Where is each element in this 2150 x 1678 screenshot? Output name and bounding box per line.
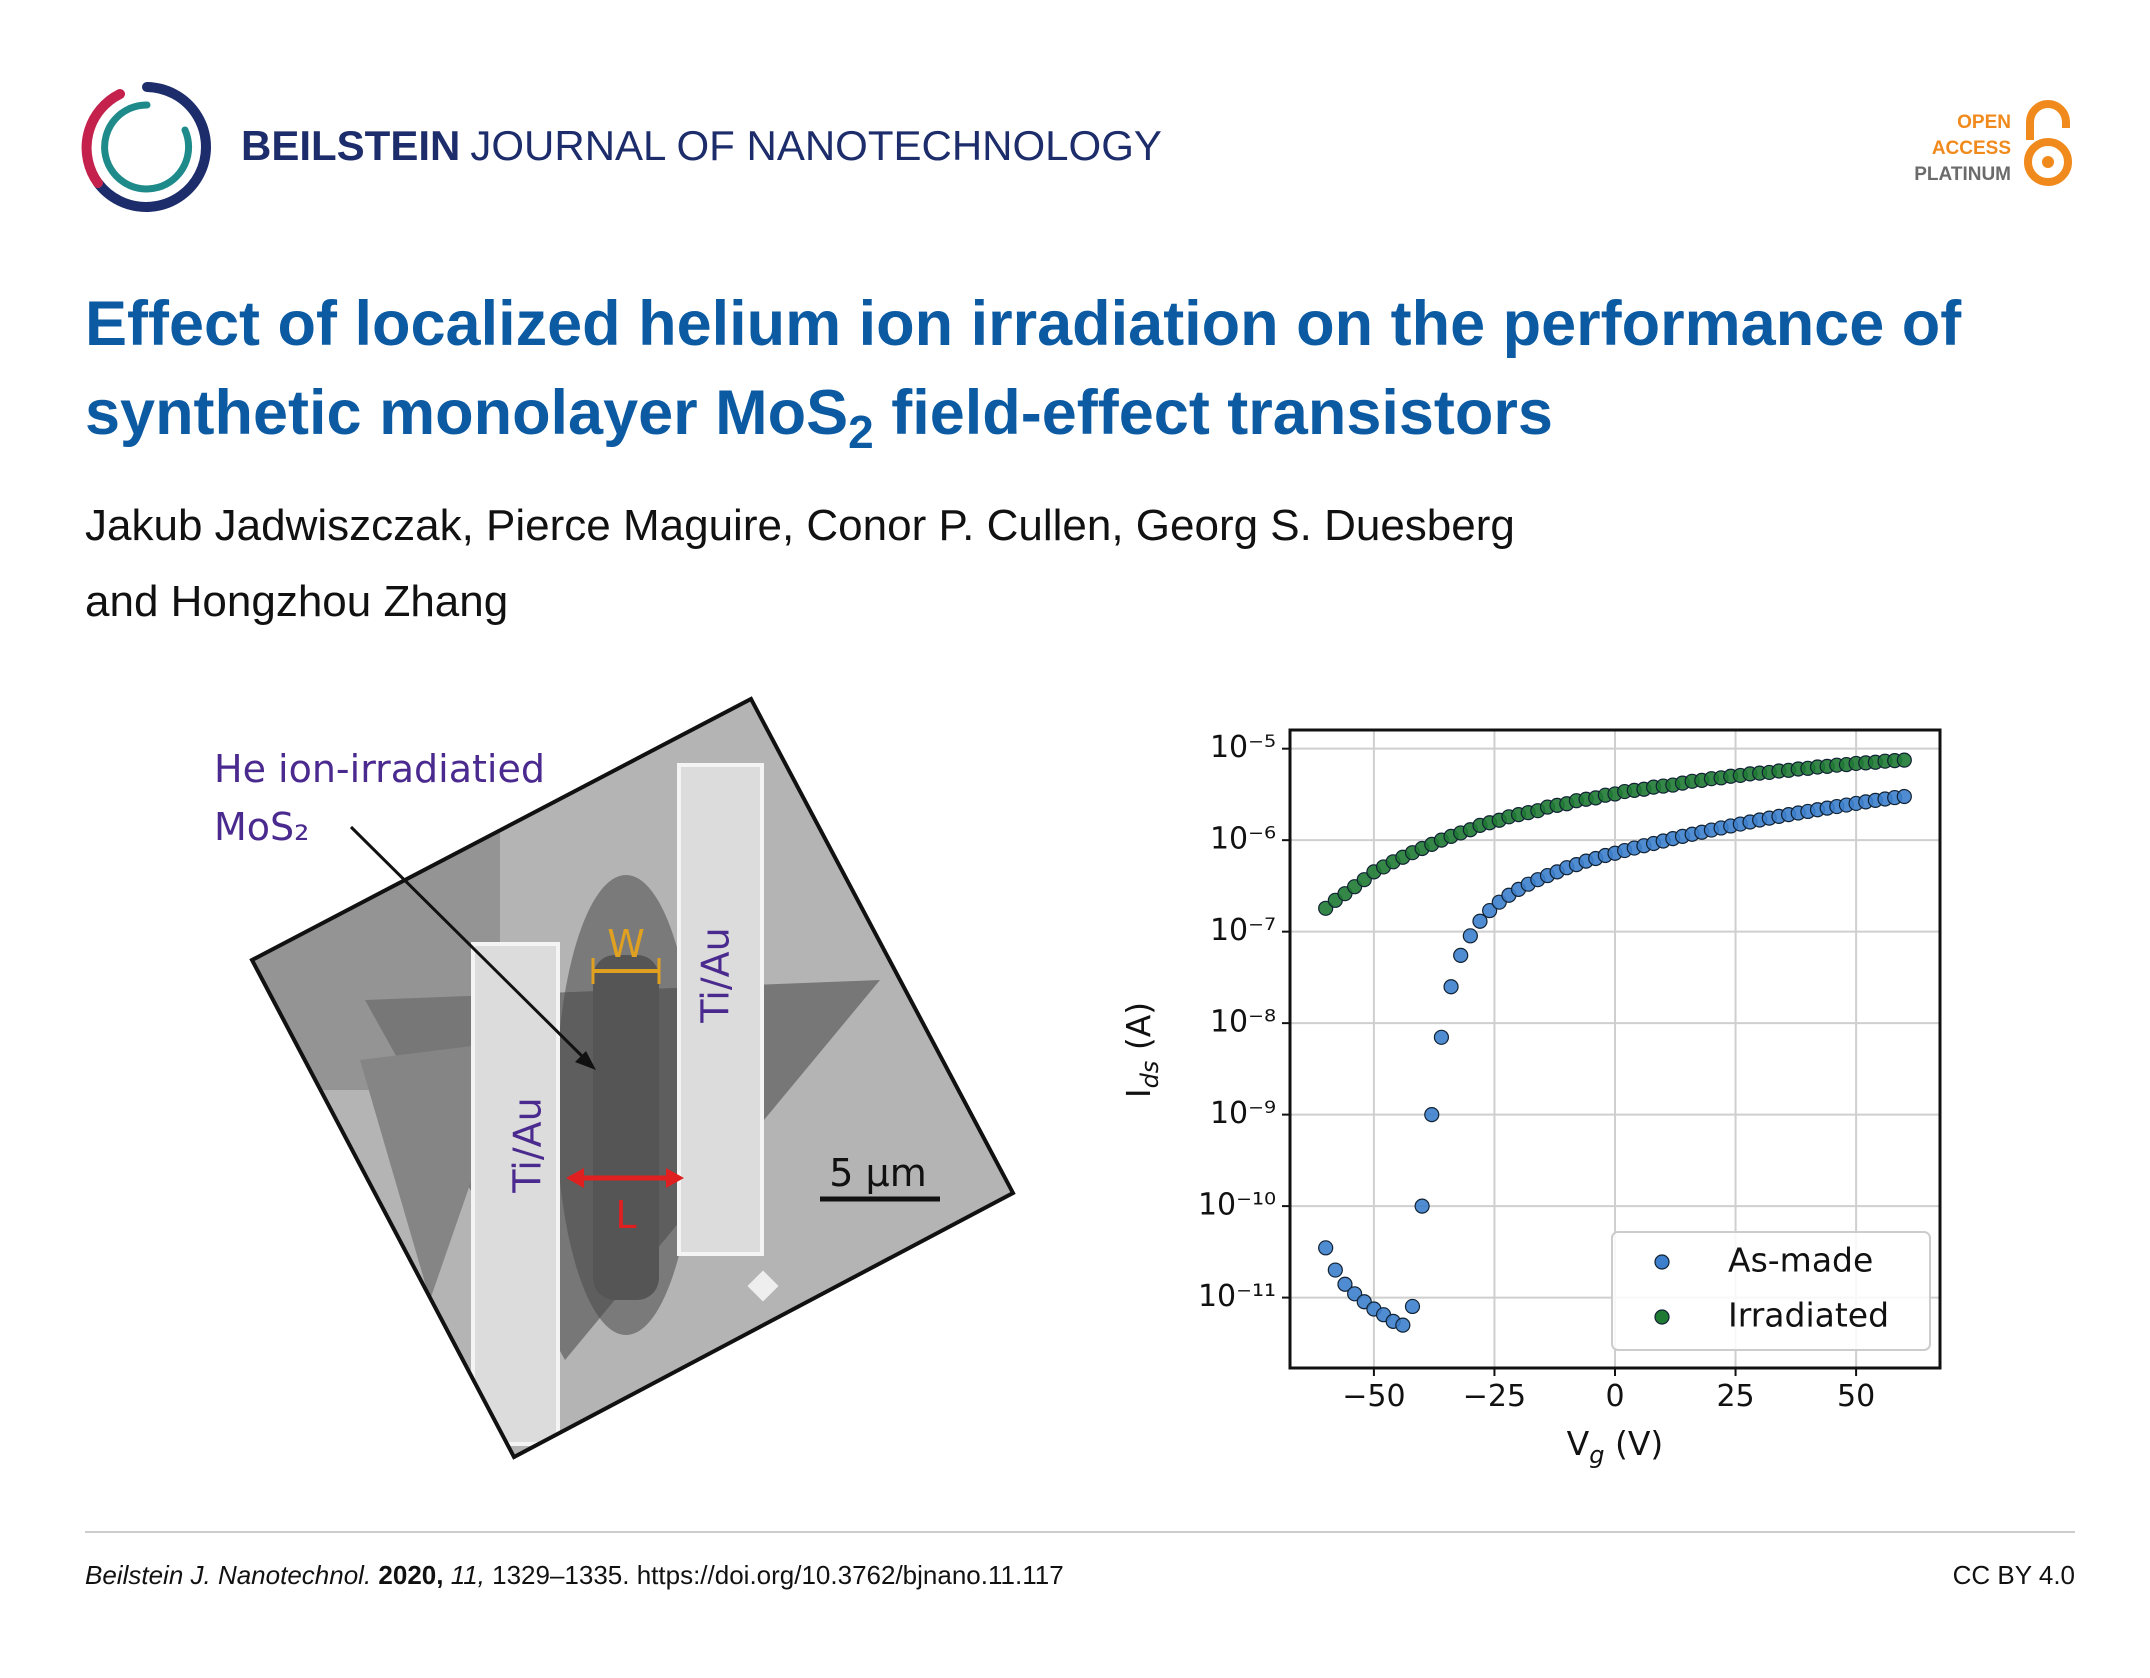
y-axis-label: Ids (A): [1119, 1002, 1164, 1098]
data-point: [1414, 1198, 1430, 1214]
electrode-label: Ti/Au: [506, 1097, 550, 1193]
data-point: [1472, 913, 1488, 929]
y-tick-label: 10⁻⁸: [1210, 1005, 1276, 1040]
citation-volume: 11,: [443, 1560, 484, 1590]
legend-label: Irradiated: [1728, 1296, 1889, 1335]
legend-box: [1611, 1231, 1931, 1351]
citation-pages: 1329–1335. https://doi.org/10.3762/bjnan…: [485, 1560, 1064, 1590]
data-point: [1433, 1029, 1450, 1045]
axis-label-sub: ds: [1136, 1061, 1164, 1089]
axis-label-main: V: [1567, 1424, 1590, 1463]
lock-icon: [2026, 100, 2070, 140]
legend: As-made Irradiated: [1611, 1231, 1931, 1351]
lock-icon: [2024, 138, 2072, 186]
badge-line: ACCESS: [1932, 138, 2011, 159]
y-tick-label: 10⁻¹¹: [1198, 1279, 1276, 1314]
data-point: [1443, 979, 1459, 995]
data-point: [1462, 928, 1478, 944]
y-tick-label: 10⁻¹⁰: [1198, 1188, 1276, 1223]
chart: Ids (A) Vg (V) 10⁻⁵ 10⁻⁶ 10⁻⁷ 10⁻⁸ 10⁻⁹ 10⁻¹⁰…: [1119, 728, 1942, 1469]
data-point: [1424, 1107, 1440, 1123]
article-title: Effect of localized helium ion irradiati…: [85, 289, 1962, 458]
journal-name-bold: BEILSTEIN: [241, 122, 460, 169]
license: CC BY 4.0: [1953, 1560, 2075, 1590]
scale-bar-label: 5 µm: [829, 1151, 926, 1195]
axis-label-unit: (A): [1119, 1002, 1158, 1061]
citation: Beilstein J. Nanotechnol. 2020, 11, 1329…: [85, 1560, 1064, 1590]
title-line: Effect of localized helium ion irradiati…: [85, 289, 1962, 359]
plot-frame: [1288, 728, 1942, 1370]
data-point: [1453, 947, 1469, 964]
y-tick-label: 10⁻⁵: [1210, 730, 1276, 765]
axis-label-unit: (V): [1604, 1424, 1663, 1463]
open-access-badge: OPEN ACCESS PLATINUM: [1914, 100, 2072, 186]
data-point: [1327, 1262, 1343, 1278]
axis-label-sub: g: [1589, 1441, 1604, 1469]
y-tick-label: 10⁻⁷: [1210, 913, 1276, 948]
data-point: [1395, 1317, 1411, 1333]
length-label: L: [615, 1193, 636, 1237]
authors: and Hongzhou Zhang: [85, 577, 508, 626]
data-point: [1337, 1276, 1353, 1292]
citation-journal: Beilstein J. Nanotechnol.: [85, 1560, 371, 1590]
x-tick-label: 0: [1605, 1379, 1624, 1414]
y-tick-label: 10⁻⁹: [1210, 1096, 1276, 1131]
width-label: W: [607, 922, 645, 966]
image-label: He ion-irradiatied: [214, 747, 545, 791]
sem-image: He ion-irradiatied MoS₂ Ti/Au Ti/Au W L …: [214, 696, 1016, 1460]
x-axis-label: Vg (V): [1567, 1424, 1664, 1469]
title-text: field-effect transistors: [874, 378, 1553, 448]
journal-name-rest: JOURNAL OF NANOTECHNOLOGY: [470, 122, 1162, 169]
x-tick-label: −25: [1463, 1379, 1526, 1414]
lock-icon: [2042, 156, 2054, 168]
data-point: [1404, 1298, 1421, 1315]
badge-line: OPEN: [1957, 112, 2011, 133]
image-label: MoS₂: [214, 805, 309, 849]
legend-marker: [1654, 1309, 1670, 1325]
data-point: [1896, 788, 1912, 805]
authors: Jakub Jadwiszczak, Pierce Maguire, Conor…: [85, 501, 1515, 550]
y-tick-label: 10⁻⁶: [1210, 822, 1276, 857]
title-text: synthetic monolayer MoS: [85, 378, 848, 448]
title-line: synthetic monolayer MoS2 field-effect tr…: [85, 378, 1553, 458]
journal-logo: [81, 82, 211, 212]
data-point: [1482, 902, 1498, 919]
electrode-label: Ti/Au: [694, 927, 738, 1023]
title-subscript: 2: [848, 406, 874, 458]
legend-label: As-made: [1728, 1241, 1873, 1280]
data-point: [1896, 752, 1912, 768]
badge-line: PLATINUM: [1914, 164, 2011, 185]
journal-name: BEILSTEIN JOURNAL OF NANOTECHNOLOGY: [241, 122, 1162, 169]
x-tick-label: −50: [1342, 1379, 1405, 1414]
legend-marker: [1654, 1254, 1670, 1270]
x-tick-label: 25: [1716, 1379, 1754, 1414]
data-point: [1318, 1240, 1334, 1256]
axis-label-main: I: [1119, 1088, 1158, 1098]
x-tick-label: 50: [1837, 1379, 1875, 1414]
citation-year: 2020,: [371, 1560, 443, 1590]
